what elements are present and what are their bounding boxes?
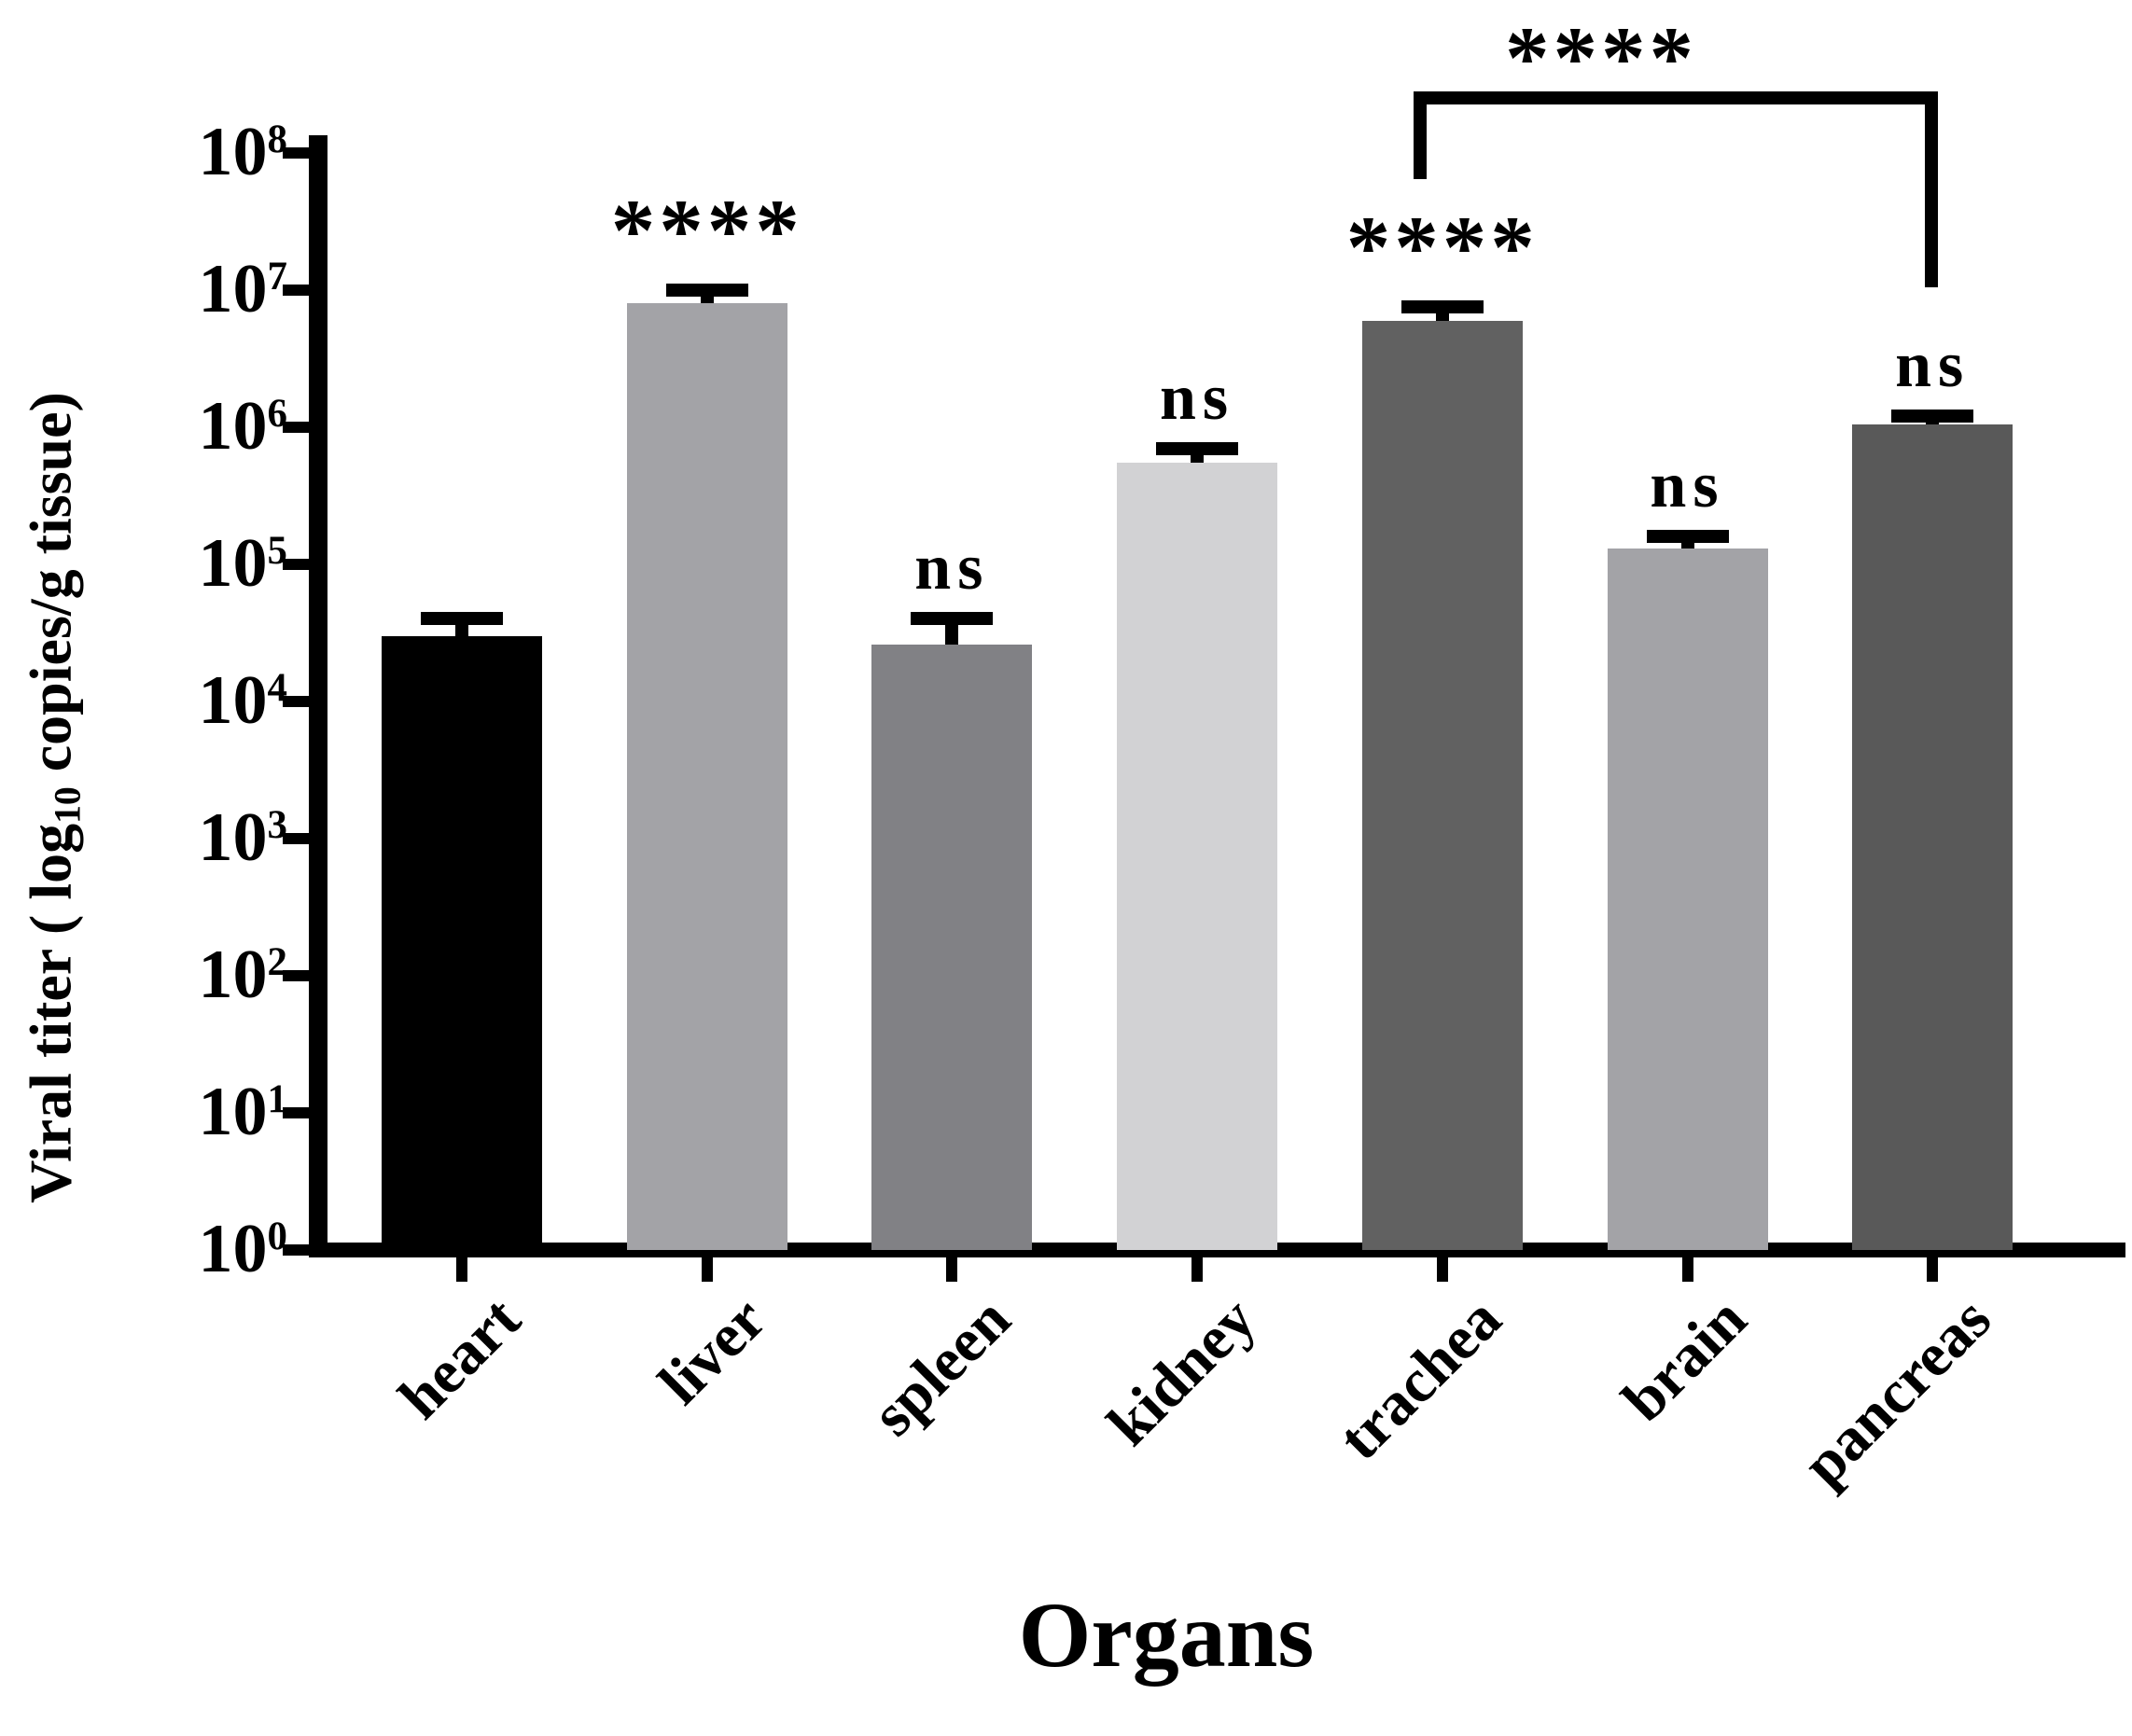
bar-trachea — [1361, 320, 1523, 1250]
y-tick-label-10e5: 105 — [198, 525, 287, 602]
error-bar-cap-kidney — [1156, 441, 1239, 455]
error-bar-cap-brain — [1646, 529, 1729, 543]
error-bar-cap-spleen — [911, 612, 994, 626]
error-bar-cap-liver — [665, 284, 748, 297]
bracket-bar — [1413, 91, 1939, 104]
error-bar-cap-pancreas — [1891, 410, 1974, 424]
error-bar-spleen — [945, 618, 959, 652]
y-tick-label-10e0: 100 — [198, 1211, 287, 1287]
bar-brain — [1607, 549, 1768, 1250]
error-bar-cap-heart — [421, 612, 503, 626]
x-tick-trachea — [1436, 1257, 1448, 1282]
y-tick-10e0 — [283, 1244, 309, 1256]
y-tick-10e8 — [283, 147, 309, 159]
y-tick-10e1 — [283, 1107, 309, 1118]
bar-kidney — [1117, 463, 1278, 1250]
y-tick-label-10e1: 101 — [198, 1074, 287, 1150]
y-tick-10e2 — [283, 970, 309, 981]
significance-kidney: ns — [1160, 361, 1235, 434]
significance-spleen: ns — [914, 532, 990, 604]
bar-heart — [382, 635, 542, 1250]
x-tick-pancreas — [1927, 1257, 1939, 1282]
significance-pancreas: ns — [1895, 329, 1971, 402]
significance-trachea: **** — [1345, 198, 1539, 298]
y-tick-label-10e4: 104 — [198, 662, 287, 739]
bar-pancreas — [1852, 424, 2014, 1250]
y-tick-10e7 — [283, 285, 309, 296]
error-bar-cap-trachea — [1400, 300, 1484, 314]
y-tick-label-10e2: 102 — [198, 937, 287, 1013]
bracket-significance: **** — [1505, 8, 1697, 107]
x-tick-heart — [456, 1257, 467, 1282]
bracket-left-leg — [1413, 91, 1427, 179]
significance-brain: ns — [1650, 449, 1725, 521]
x-axis-title: Organs — [1018, 1583, 1315, 1687]
x-tick-brain — [1681, 1257, 1693, 1282]
bar-spleen — [871, 644, 1033, 1250]
bar-liver — [626, 303, 787, 1250]
y-tick-10e4 — [283, 696, 309, 707]
x-tick-liver — [701, 1257, 713, 1282]
y-tick-10e6 — [283, 422, 309, 433]
y-tick-label-10e6: 106 — [198, 388, 287, 465]
y-tick-label-10e8: 108 — [198, 114, 287, 190]
y-tick-label-10e3: 103 — [198, 799, 287, 876]
y-tick-10e3 — [283, 833, 309, 844]
y-tick-label-10e7: 107 — [198, 251, 287, 327]
x-tick-kidney — [1191, 1257, 1204, 1282]
significance-liver: **** — [610, 181, 803, 280]
x-tick-spleen — [946, 1257, 958, 1282]
bracket-right-leg — [1925, 91, 1939, 287]
y-axis-line — [309, 135, 327, 1257]
y-tick-10e5 — [283, 559, 309, 570]
